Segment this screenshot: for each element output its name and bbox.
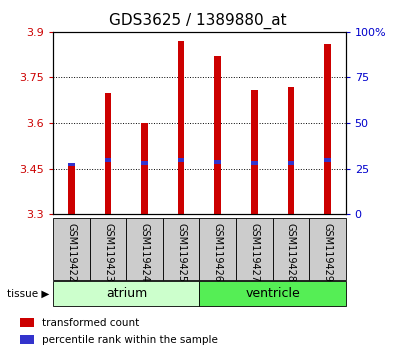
Bar — [251, 90, 258, 214]
Bar — [273, 218, 309, 280]
Bar — [199, 218, 236, 280]
Bar — [309, 218, 346, 280]
Bar — [68, 162, 75, 214]
Bar — [20, 335, 34, 344]
Bar — [126, 218, 163, 280]
Bar — [236, 218, 273, 280]
Bar — [105, 93, 111, 214]
Bar — [324, 44, 331, 214]
Bar — [105, 159, 111, 162]
Text: GSM119425: GSM119425 — [176, 223, 186, 282]
Bar — [178, 41, 184, 214]
Text: GSM119426: GSM119426 — [213, 223, 223, 282]
Bar — [214, 160, 221, 164]
Bar — [53, 281, 199, 306]
Bar — [20, 318, 34, 327]
Text: GDS3625 / 1389880_at: GDS3625 / 1389880_at — [109, 12, 286, 29]
Bar — [214, 56, 221, 214]
Text: transformed count: transformed count — [41, 318, 139, 328]
Text: tissue ▶: tissue ▶ — [7, 289, 49, 298]
Text: GSM119424: GSM119424 — [140, 223, 150, 282]
Bar — [288, 161, 294, 165]
Text: GSM119422: GSM119422 — [67, 223, 77, 282]
Text: percentile rank within the sample: percentile rank within the sample — [41, 335, 217, 345]
Text: ventricle: ventricle — [245, 287, 300, 300]
Bar — [141, 123, 148, 214]
Text: GSM119428: GSM119428 — [286, 223, 296, 282]
Text: GSM119427: GSM119427 — [249, 223, 259, 282]
Bar — [163, 218, 199, 280]
Text: GSM119423: GSM119423 — [103, 223, 113, 282]
Bar — [251, 161, 258, 165]
Bar — [53, 218, 90, 280]
Text: GSM119429: GSM119429 — [322, 223, 332, 282]
Bar — [199, 281, 346, 306]
Bar — [288, 86, 294, 214]
Bar — [178, 159, 184, 162]
Bar — [324, 159, 331, 162]
Bar — [141, 161, 148, 165]
Text: atrium: atrium — [106, 287, 147, 300]
Bar — [68, 163, 75, 166]
Bar — [90, 218, 126, 280]
